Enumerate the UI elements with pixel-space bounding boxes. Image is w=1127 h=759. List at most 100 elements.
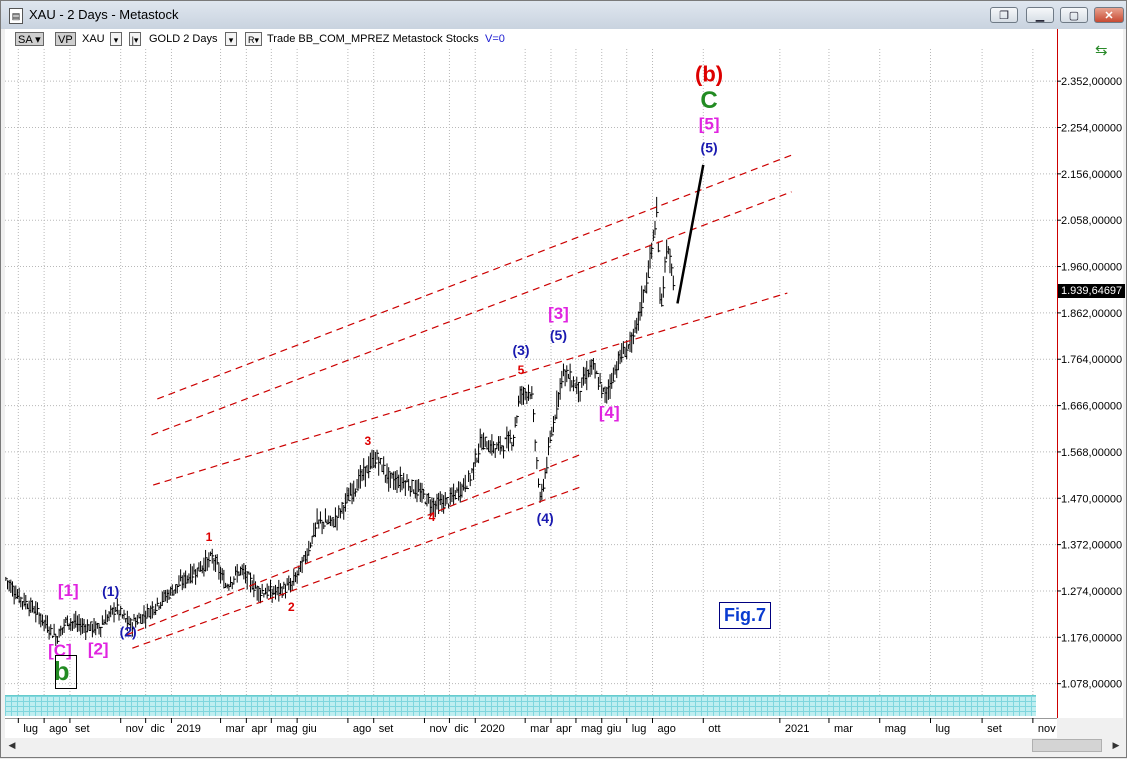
name-dropdown-icon[interactable]: ▾ [225, 32, 237, 46]
x-tick-label: nov [126, 723, 144, 735]
security-name: GOLD 2 Days [149, 33, 218, 45]
x-tick-label: lug [935, 723, 950, 735]
channel-line [152, 292, 788, 486]
x-tick-label: 2020 [480, 723, 504, 735]
chart-plot-area[interactable] [5, 49, 1057, 718]
x-tick-label: mar [834, 723, 853, 735]
y-tick-label: 1.274,00000 [1061, 586, 1122, 598]
date-axis[interactable] [5, 718, 1057, 738]
symbol-dropdown-icon[interactable]: ▾ [110, 32, 122, 46]
title-bar[interactable]: ▤ XAU - 2 Days - Metastock ❐ ▁ ▢ ✕ [1, 1, 1126, 29]
wave-label: 4 [429, 510, 436, 524]
y-tick-label: 1.666,00000 [1061, 401, 1122, 413]
vp-button[interactable]: VP [55, 32, 76, 46]
scroll-right-icon[interactable]: ▶ [1112, 740, 1120, 750]
y-tick-label: 1.470,00000 [1061, 493, 1122, 505]
x-tick-label: giu [302, 723, 317, 735]
close-icon[interactable]: ✕ [1094, 7, 1124, 23]
x-tick-label: dic [454, 723, 469, 735]
x-tick-label: 2021 [785, 723, 809, 735]
volume-band [5, 695, 1036, 716]
x-tick-label: nov [429, 723, 447, 735]
wave-label: 1 [206, 530, 213, 544]
window-title: XAU - 2 Days - Metastock [29, 7, 179, 22]
y-tick-label: 2.352,00000 [1061, 76, 1122, 88]
x-tick-label: nov [1038, 723, 1056, 735]
wave-label: [1] [58, 581, 79, 600]
x-tick-label: apr [251, 723, 267, 735]
wave-label: C [700, 87, 717, 114]
x-tick-label: giu [607, 723, 622, 735]
x-tick-label: set [379, 723, 394, 735]
y-tick-label: 1.764,00000 [1061, 354, 1122, 366]
x-tick-label: apr [556, 723, 572, 735]
channel-line [132, 485, 584, 649]
wave-label: [5] [699, 114, 720, 133]
data-info: Trade BB_COM_MPREZ Metastock Stocks [267, 33, 479, 45]
y-tick-label: 1.862,00000 [1061, 308, 1122, 320]
y-tick-label: 1.176,00000 [1061, 632, 1122, 644]
horizontal-scrollbar[interactable]: ◀ ▶ [5, 738, 1123, 753]
projection-line [676, 164, 705, 304]
chart-toolbar: SA ▾ VP XAU ▾ |▾ GOLD 2 Days ▾ R▾ Trade … [5, 29, 1057, 49]
y-tick-label: 1.078,00000 [1061, 679, 1122, 691]
symbol-label: XAU [82, 33, 105, 45]
sa-label: SA [18, 34, 33, 46]
x-tick-label: dic [151, 723, 166, 735]
restore-icon[interactable]: ❐ [990, 7, 1018, 23]
x-tick-label: ott [708, 723, 720, 735]
wave-label: b [54, 656, 70, 686]
x-tick-label: lug [23, 723, 38, 735]
channel-line [126, 452, 584, 636]
periodicity-icon[interactable]: |▾ [129, 32, 141, 46]
x-tick-label: ago [658, 723, 676, 735]
x-tick-label: mar [530, 723, 549, 735]
maximize-icon[interactable]: ▢ [1060, 7, 1088, 23]
volume-value: V=0 [485, 33, 505, 45]
wave-label: (1) [102, 583, 119, 599]
channel-line [157, 152, 796, 400]
x-tick-label: 2019 [176, 723, 200, 735]
x-tick-label: mar [226, 723, 245, 735]
wave-label: (2) [120, 623, 137, 639]
y-tick-label: 2.156,00000 [1061, 169, 1122, 181]
x-tick-label: ago [49, 723, 67, 735]
price-axis-panel[interactable] [1057, 29, 1123, 718]
x-tick-label: set [987, 723, 1002, 735]
wave-label: [4] [599, 403, 620, 422]
x-tick-label: mag [581, 723, 602, 735]
x-tick-label: ago [353, 723, 371, 735]
trend-arrows-icon[interactable]: ⇆ [1095, 42, 1108, 59]
scroll-left-icon[interactable]: ◀ [8, 740, 16, 750]
wave-label: 3 [365, 434, 372, 448]
y-tick-label: 2.058,00000 [1061, 215, 1122, 227]
wave-label: 2 [288, 600, 295, 614]
wave-label: (4) [537, 510, 554, 526]
wave-label: (5) [701, 140, 718, 156]
x-tick-label: lug [632, 723, 647, 735]
scroll-thumb[interactable] [1032, 739, 1102, 752]
y-tick-label: 1.568,00000 [1061, 447, 1122, 459]
figure-label: Fig.7 [719, 602, 771, 629]
current-price-label: 1.939,64697 [1058, 284, 1126, 298]
y-tick-label: 2.254,00000 [1061, 123, 1122, 135]
r-label: R [247, 35, 255, 45]
minimize-icon[interactable]: ▁ [1026, 7, 1054, 23]
r-button[interactable]: R▾ [245, 32, 262, 46]
wave-label: [3] [548, 304, 569, 323]
document-icon: ▤ [9, 8, 23, 24]
y-tick-label: 1.372,00000 [1061, 540, 1122, 552]
wave-label: (b) [695, 62, 723, 87]
channel-line [151, 191, 792, 436]
wave-b-box [55, 655, 77, 689]
sa-button[interactable]: SA ▾ [15, 32, 44, 46]
x-tick-label: mag [276, 723, 297, 735]
wave-label: 5 [518, 363, 525, 377]
x-tick-label: set [75, 723, 90, 735]
wave-label: (3) [512, 342, 529, 358]
y-tick-label: 1.960,00000 [1061, 262, 1122, 274]
x-tick-label: mag [885, 723, 906, 735]
wave-label: (5) [550, 327, 567, 343]
